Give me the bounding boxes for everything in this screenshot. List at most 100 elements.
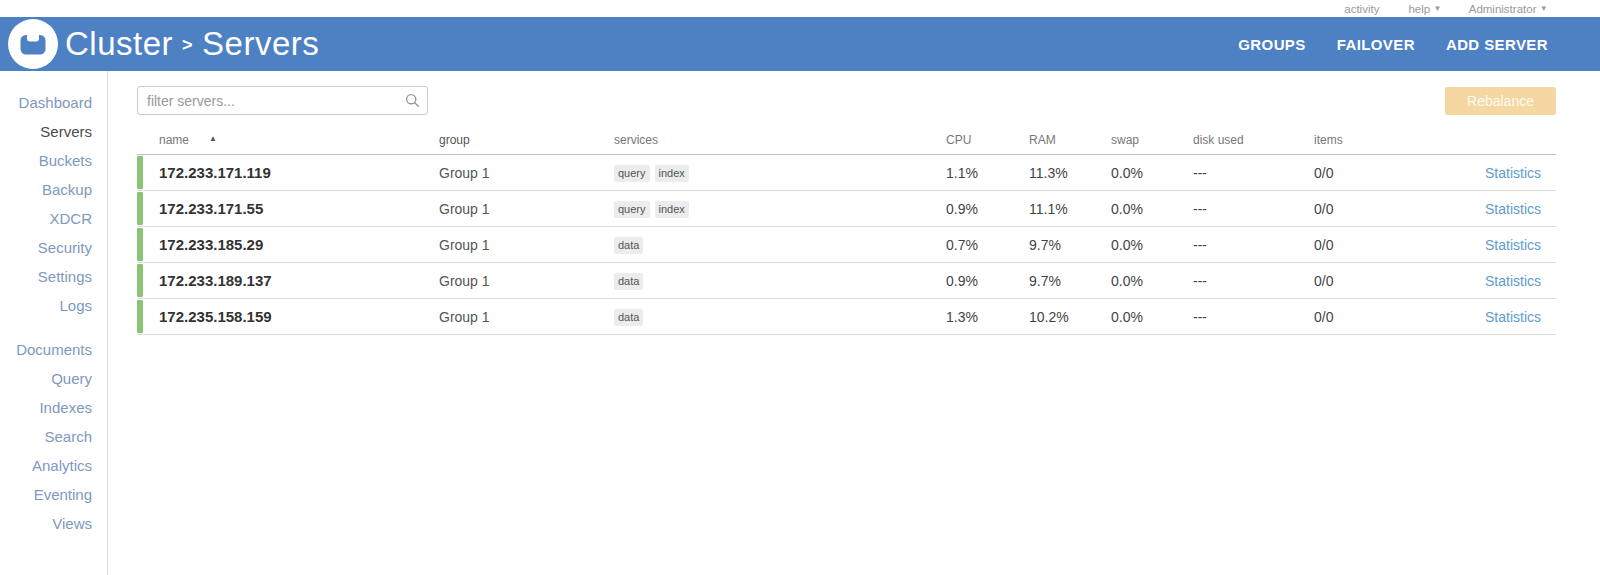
column-header-items: items bbox=[1314, 133, 1417, 147]
server-name-cell: 172.233.185.29 bbox=[137, 227, 439, 262]
sidebar-item-security[interactable]: Security bbox=[0, 233, 107, 262]
breadcrumb-separator-icon: > bbox=[182, 35, 193, 56]
server-ram-cell: 9.7% bbox=[1029, 273, 1111, 289]
server-name: 172.233.171.119 bbox=[159, 164, 271, 181]
server-name: 172.235.158.159 bbox=[159, 308, 272, 325]
statistics-link[interactable]: Statistics bbox=[1485, 201, 1541, 217]
couchbase-logo-icon bbox=[8, 19, 58, 69]
server-group-cell: Group 1 bbox=[439, 273, 614, 289]
servers-table-header: name▲group services CPURAM swap disk usedite… bbox=[137, 125, 1556, 155]
server-statistics-cell: Statistics bbox=[1417, 201, 1556, 217]
server-cpu-cell: 0.9% bbox=[946, 273, 1029, 289]
column-header-label: group bbox=[439, 133, 470, 147]
servers-table-body: 172.233.171.119Group 1queryindex1.1%11.3… bbox=[137, 155, 1556, 335]
server-cpu-cell: 1.3% bbox=[946, 309, 1029, 325]
filter-servers-input[interactable] bbox=[137, 86, 428, 115]
statistics-link[interactable]: Statistics bbox=[1485, 165, 1541, 181]
statistics-link[interactable]: Statistics bbox=[1485, 309, 1541, 325]
server-name: 172.233.171.55 bbox=[159, 200, 263, 217]
column-header-name[interactable]: name▲ bbox=[137, 125, 439, 154]
column-header-label: RAM bbox=[1029, 133, 1056, 147]
server-services-cell: data bbox=[614, 308, 946, 326]
sidebar-item-logs[interactable]: Logs bbox=[0, 291, 107, 320]
sidebar-group: DashboardServersBucketsBackupXDCRSecurit… bbox=[0, 88, 107, 320]
column-header-cpu: CPU bbox=[946, 133, 1029, 147]
column-header-label: services bbox=[614, 133, 658, 147]
server-swap-cell: 0.0% bbox=[1111, 165, 1193, 181]
servers-table: name▲group services CPURAM swap disk usedite… bbox=[137, 125, 1556, 335]
server-ram-cell: 11.3% bbox=[1029, 165, 1111, 181]
groups-button[interactable]: GROUPS bbox=[1238, 36, 1305, 53]
sidebar-item-documents[interactable]: Documents bbox=[0, 335, 107, 364]
server-name-cell: 172.235.158.159 bbox=[137, 299, 439, 334]
sidebar-item-eventing[interactable]: Eventing bbox=[0, 480, 107, 509]
server-items-cell: 0/0 bbox=[1314, 201, 1417, 217]
breadcrumb-cluster: Cluster bbox=[65, 25, 173, 63]
sidebar-item-search[interactable]: Search bbox=[0, 422, 107, 451]
column-header-services: services bbox=[614, 133, 946, 147]
server-statistics-cell: Statistics bbox=[1417, 309, 1556, 325]
column-header-label: name bbox=[159, 133, 189, 147]
sidebar-item-views[interactable]: Views bbox=[0, 509, 107, 538]
rebalance-button[interactable]: Rebalance bbox=[1445, 87, 1556, 115]
sidebar-item-analytics[interactable]: Analytics bbox=[0, 451, 107, 480]
data-service-badge: data bbox=[614, 273, 643, 290]
query-service-badge: query bbox=[614, 201, 650, 218]
server-row: 172.233.189.137Group 1data0.9%9.7%0.0%--… bbox=[137, 263, 1556, 299]
server-group-cell: Group 1 bbox=[439, 201, 614, 217]
sidebar-item-query[interactable]: Query bbox=[0, 364, 107, 393]
search-icon bbox=[405, 93, 420, 112]
column-header-disk: disk used bbox=[1193, 133, 1314, 147]
sidebar-item-backup[interactable]: Backup bbox=[0, 175, 107, 204]
help-menu[interactable]: help ▾ bbox=[1408, 3, 1439, 15]
health-indicator bbox=[137, 264, 143, 297]
activity-link[interactable]: activity bbox=[1344, 3, 1379, 15]
sidebar: DashboardServersBucketsBackupXDCRSecurit… bbox=[0, 71, 108, 575]
server-swap-cell: 0.0% bbox=[1111, 201, 1193, 217]
server-row: 172.233.185.29Group 1data0.7%9.7%0.0%---… bbox=[137, 227, 1556, 263]
server-swap-cell: 0.0% bbox=[1111, 309, 1193, 325]
sidebar-item-indexes[interactable]: Indexes bbox=[0, 393, 107, 422]
server-name-cell: 172.233.171.119 bbox=[137, 155, 439, 190]
server-disk-used-cell: --- bbox=[1193, 237, 1314, 253]
column-header-ram: RAM bbox=[1029, 133, 1111, 147]
sidebar-item-buckets[interactable]: Buckets bbox=[0, 146, 107, 175]
server-row: 172.235.158.159 Group 1data1.3%10.2%0.0%-… bbox=[137, 299, 1556, 335]
server-items-cell: 0/0 bbox=[1314, 309, 1417, 325]
help-menu-label: help bbox=[1408, 3, 1430, 15]
main-content: Rebalance name▲group services CPURAM swap di… bbox=[108, 71, 1600, 575]
server-row: 172.233.171.55Group 1queryindex0.9%11.1%… bbox=[137, 191, 1556, 227]
server-group-cell: Group 1 bbox=[439, 309, 614, 325]
server-disk-used-cell: --- bbox=[1193, 309, 1314, 325]
statistics-link[interactable]: Statistics bbox=[1485, 237, 1541, 253]
statistics-link[interactable]: Statistics bbox=[1485, 273, 1541, 289]
health-indicator bbox=[137, 192, 143, 225]
server-group-cell: Group 1 bbox=[439, 237, 614, 253]
server-services-cell: data bbox=[614, 236, 946, 254]
server-swap-cell: 0.0% bbox=[1111, 237, 1193, 253]
server-statistics-cell: Statistics bbox=[1417, 237, 1556, 253]
sidebar-item-dashboard[interactable]: Dashboard bbox=[0, 88, 107, 117]
server-swap-cell: 0.0% bbox=[1111, 273, 1193, 289]
administrator-menu-label: Administrator bbox=[1469, 3, 1537, 15]
server-disk-used-cell: --- bbox=[1193, 165, 1314, 181]
server-items-cell: 0/0 bbox=[1314, 237, 1417, 253]
server-row: 172.233.171.119Group 1queryindex1.1%11.3… bbox=[137, 155, 1556, 191]
health-indicator bbox=[137, 156, 143, 189]
servers-toolbar: Rebalance bbox=[137, 86, 1556, 115]
server-services-cell: queryindex bbox=[614, 200, 946, 218]
sidebar-item-xdcr[interactable]: XDCR bbox=[0, 204, 107, 233]
add-server-button[interactable]: ADD SERVER bbox=[1446, 36, 1548, 53]
sidebar-group: DocumentsQueryIndexesSearchAnalyticsEven… bbox=[0, 335, 107, 538]
sidebar-item-servers[interactable]: Servers bbox=[0, 117, 107, 146]
column-header-label: swap bbox=[1111, 133, 1139, 147]
server-name-cell: 172.233.171.55 bbox=[137, 191, 439, 226]
server-ram-cell: 10.2% bbox=[1029, 309, 1111, 325]
administrator-menu[interactable]: Administrator ▾ bbox=[1469, 3, 1546, 15]
failover-button[interactable]: FAILOVER bbox=[1337, 36, 1415, 53]
sidebar-item-settings[interactable]: Settings bbox=[0, 262, 107, 291]
column-header-label: items bbox=[1314, 133, 1343, 147]
health-indicator bbox=[137, 300, 143, 333]
server-name: 172.233.189.137 bbox=[159, 272, 272, 289]
app-header: Cluster > Servers GROUPS FAILOVER ADD SE… bbox=[0, 17, 1600, 71]
